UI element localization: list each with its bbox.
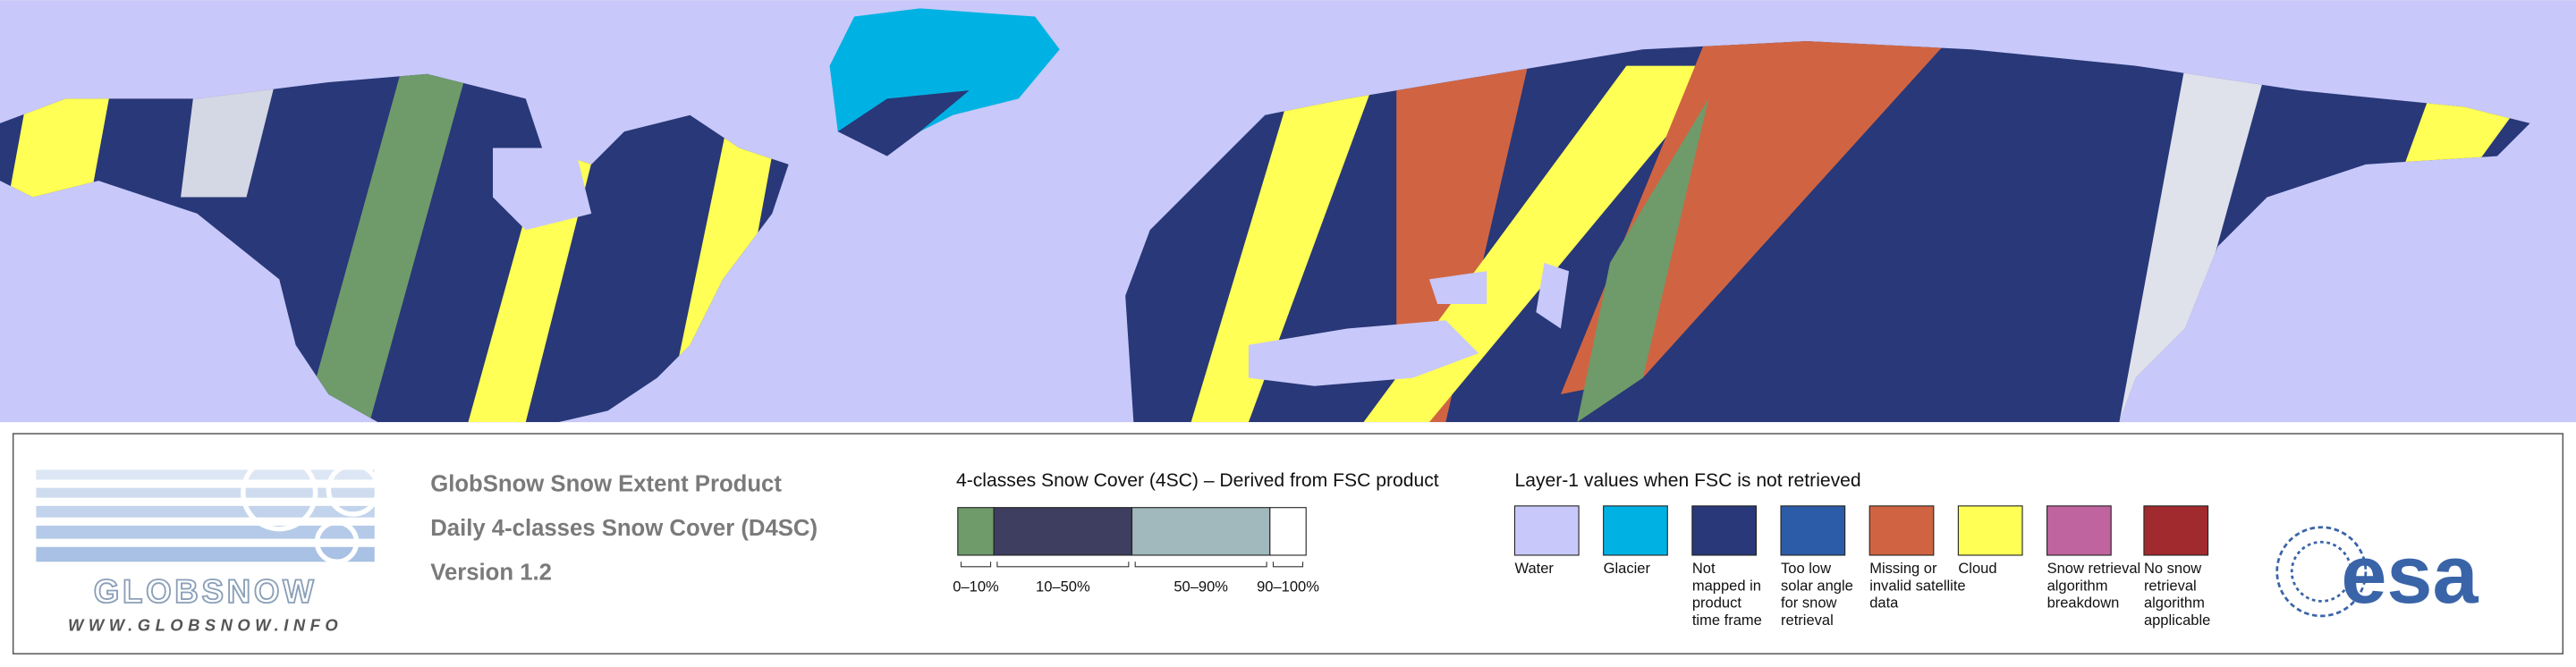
class-bracket — [996, 561, 1130, 568]
layer1-swatch — [2046, 505, 2112, 556]
layer1-label: applicable — [2144, 612, 2210, 629]
class-label: 0–10% — [953, 578, 999, 595]
class-label: 50–90% — [1174, 578, 1228, 595]
layer1-label: mapped in — [1692, 577, 1761, 594]
swath — [2119, 65, 2267, 423]
swath — [181, 65, 280, 198]
layer1-label: Not — [1692, 560, 1716, 577]
swath — [303, 65, 469, 423]
layer1-label: Snow retrieval — [2047, 560, 2141, 577]
layer1-swatch — [1780, 505, 1846, 556]
layer1-swatch — [1513, 505, 1580, 556]
snowflake — [326, 462, 381, 517]
title-line: GlobSnow Snow Extent Product — [430, 471, 782, 496]
layer1-label: breakdown — [2047, 595, 2120, 612]
esa-text: esa — [2341, 529, 2479, 621]
layer1-swatch — [2143, 505, 2209, 556]
snow-cover-title: 4-classes Snow Cover (4SC) – Derived fro… — [956, 470, 1439, 491]
title-line: Version 1.2 — [430, 561, 552, 586]
logo: GLOBSNOW WWW.GLOBSNOW.INFO — [36, 453, 381, 634]
layer1-label: invalid satellite — [1869, 577, 1965, 594]
map — [0, 0, 2576, 423]
layer1-label: retrieval — [1781, 612, 1834, 629]
layer1-title: Layer-1 values when FSC is not retrieved — [1514, 470, 1860, 491]
hudson-bay — [493, 148, 592, 231]
class-bracket — [1272, 561, 1304, 568]
stripe — [36, 505, 375, 518]
layer1-swatch — [1691, 505, 1758, 556]
esa-ring — [2290, 540, 2352, 603]
class-swatch — [1131, 507, 1271, 556]
esa-logo: esa — [2275, 526, 2479, 621]
class-swatch — [993, 507, 1133, 556]
layer1-swatch — [1957, 505, 2023, 556]
layer1-label: algorithm — [2144, 595, 2205, 612]
layer1-label: solar angle — [1781, 577, 1853, 594]
snowflake — [241, 453, 318, 532]
layer1-swatch — [1603, 505, 1668, 556]
layer1-label: for snow — [1781, 595, 1836, 612]
layer1-label: algorithm — [2047, 577, 2108, 594]
layer1-label: No snow — [2144, 560, 2201, 577]
logo-name: GLOBSNOW — [94, 573, 318, 610]
class-label: 90–100% — [1257, 578, 1319, 595]
class-swatch — [1269, 507, 1307, 556]
mediterranean — [1248, 320, 1479, 386]
layer1-label: product — [1692, 595, 1741, 612]
class-label: 10–50% — [1036, 578, 1090, 595]
class-bracket — [1134, 561, 1267, 568]
swath — [1577, 98, 1709, 423]
greenland-swath — [837, 90, 970, 156]
title-line: Daily 4-classes Snow Cover (D4SC) — [430, 516, 818, 541]
layer1-label: time frame — [1692, 612, 1762, 629]
class-bracket — [960, 561, 992, 568]
swath — [1191, 65, 1380, 423]
esa-ring — [2275, 526, 2368, 618]
stripe — [36, 487, 375, 498]
layer1-label: Too low — [1781, 560, 1831, 577]
stripe — [36, 469, 375, 480]
layer1-label: Cloud — [1958, 560, 1996, 577]
layer1-label: retrieval — [2144, 577, 2197, 594]
layer1-label: Glacier — [1604, 560, 1651, 577]
class-swatch — [957, 507, 995, 556]
layer1-label: data — [1869, 595, 1899, 612]
caspian-sea — [1536, 263, 1570, 329]
stripe — [36, 546, 375, 562]
layer1-label: Water — [1514, 560, 1554, 577]
layer1-swatch — [1868, 505, 1935, 556]
layer1-label: Missing or — [1869, 560, 1937, 577]
snowflake — [314, 519, 360, 565]
black-sea — [1428, 271, 1487, 304]
logo-url: WWW.GLOBSNOW.INFO — [68, 615, 343, 634]
